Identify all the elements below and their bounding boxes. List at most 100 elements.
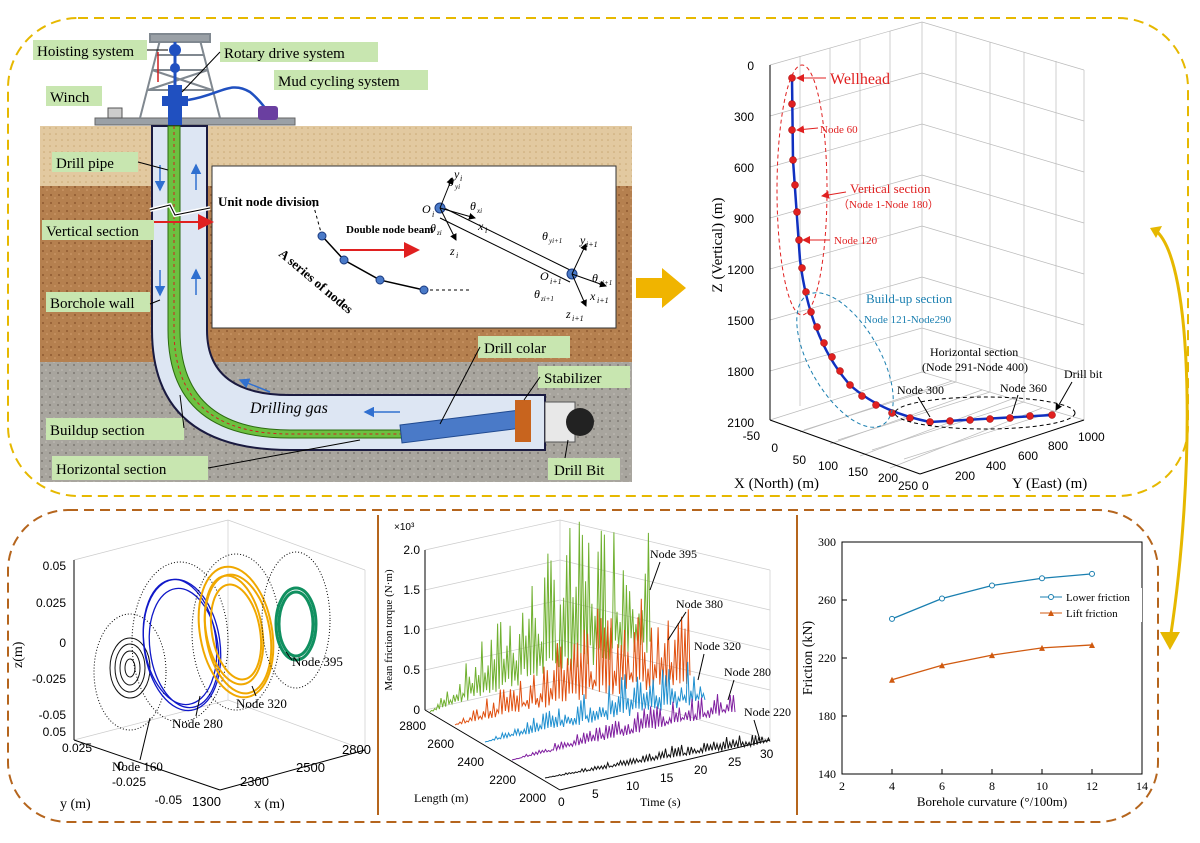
friction-x-tick: 6	[939, 779, 945, 793]
trajectory-line	[790, 77, 1053, 424]
orbit-node-label-280: Node 280	[172, 716, 223, 731]
time-tick: 30	[760, 747, 774, 761]
drill-bit-annot: Drill bit	[1064, 367, 1103, 381]
x-tick: 0	[771, 441, 778, 455]
time-tick: 10	[626, 779, 640, 793]
svg-text:θ: θ	[430, 221, 436, 235]
time-tick: 20	[694, 763, 708, 777]
x-axis-label: X (North) (m)	[734, 476, 819, 492]
hoisting-system-label: Hoisting system	[37, 44, 134, 60]
node360-label: Node 360	[1000, 381, 1047, 395]
orbit-z-tick: 0	[59, 636, 66, 650]
friction-point	[889, 615, 895, 622]
svg-text:O: O	[540, 269, 549, 283]
friction-legend: Lower friction Lift friction	[1036, 588, 1142, 622]
drill-colar-label: Drill colar	[484, 341, 546, 357]
y-tick: 200	[955, 469, 975, 483]
node120-label: Node 120	[834, 235, 878, 247]
orbit-boundary-395	[261, 551, 331, 689]
legend-circle-marker	[1048, 594, 1054, 600]
time-tick: 25	[728, 755, 742, 769]
svg-text:i: i	[460, 174, 462, 183]
friction-chart: 140 180 220 260 300 2 4 6 8 10 12 14 Friction (kN)…	[801, 535, 1148, 809]
friction-point	[1039, 575, 1045, 582]
torque-series-node280	[511, 694, 736, 761]
z-tick: 1500	[727, 314, 754, 328]
friction-y-tick: 180	[818, 709, 836, 723]
friction-point	[1089, 570, 1095, 577]
friction-point	[1089, 641, 1095, 648]
time-axis-label: Time (s)	[640, 795, 681, 809]
orbit-node320	[197, 565, 275, 699]
z-tick: 1800	[727, 365, 754, 379]
friction-y-axis-label: Friction (kN)	[801, 621, 816, 696]
orbit-z-tick: -0.025	[32, 672, 66, 686]
svg-text:zi: zi	[436, 229, 442, 237]
friction-x-axis-label: Borehole curvature (°/100m)	[917, 794, 1067, 809]
torque-series-node220	[544, 735, 771, 779]
orbit-boundary-160	[93, 613, 167, 731]
friction-point	[939, 662, 945, 669]
torque-series-node395	[429, 521, 651, 713]
z-tick: 2100	[727, 416, 754, 430]
svg-text:zi+1: zi+1	[540, 295, 554, 303]
friction-x-tick: 12	[1086, 779, 1098, 793]
length-tick: 2000	[519, 791, 546, 805]
svg-text:z: z	[565, 307, 571, 321]
vertical-section-ellipse	[776, 64, 828, 316]
drilling-schematic: Drilling gas Hoisting system Rotary driv…	[33, 33, 632, 482]
orbit-plot: 0.05 0.025 0 -0.025 -0.05 z(m) 0.05 0.02…	[11, 519, 371, 812]
borehole-wall-label: Borchole wall	[50, 296, 135, 312]
orbit-node-label-160: Node 160	[112, 759, 163, 774]
orbit-y-tick: -0.025	[112, 775, 146, 789]
torque-node-label-280: Node 280	[724, 665, 771, 679]
torque-node-label-220: Node 220	[744, 705, 791, 719]
x-tick: 200	[878, 471, 898, 485]
svg-text:θ: θ	[592, 271, 598, 285]
y-tick: 1000	[1078, 430, 1105, 444]
stabilizer	[515, 400, 531, 442]
orbit-x-tick: 2500	[296, 760, 325, 775]
orbit-x-tick: 1300	[192, 794, 221, 809]
svg-text:i: i	[456, 251, 458, 260]
orbit-node-label-395: Node 395	[292, 654, 343, 669]
svg-text:i: i	[432, 210, 434, 219]
svg-text:y: y	[579, 233, 586, 247]
double-node-beam-label: Double node beam	[346, 224, 433, 236]
buildup-range-annot: Node 121-Node290	[864, 314, 952, 326]
friction-x-tick: 10	[1036, 779, 1048, 793]
time-tick: 5	[592, 787, 599, 801]
stabilizer-label: Stabilizer	[544, 371, 601, 387]
friction-x-tick: 8	[989, 779, 995, 793]
buildup-section-label: Buildup section	[50, 423, 145, 439]
z-tick: 600	[734, 161, 754, 175]
orbit-y-tick: 0	[117, 759, 124, 773]
svg-text:i: i	[485, 226, 487, 235]
horizontal-section-ellipse	[894, 396, 1076, 430]
length-tick: 2200	[489, 773, 516, 787]
svg-text:z: z	[449, 244, 455, 258]
horizontal-section-annot: Horizontal section	[930, 345, 1018, 359]
drill-pipe-label: Drill pipe	[56, 156, 114, 172]
friction-y-tick: 260	[818, 593, 836, 607]
winch-label: Winch	[50, 90, 90, 106]
orbit-x-label: x (m)	[254, 797, 285, 812]
torque-y-tick: 2.0	[403, 543, 420, 557]
orbit-z-label: z(m)	[11, 641, 26, 668]
y-tick: 600	[1018, 449, 1038, 463]
torque-y-tick: 1.0	[403, 623, 420, 637]
orbit-y-tick: 0.05	[43, 725, 67, 739]
top-panel-border	[7, 17, 1189, 497]
friction-y-tick: 140	[818, 767, 836, 781]
mud-cycling-label: Mud cycling system	[278, 74, 400, 90]
friction-point	[939, 595, 945, 602]
svg-text:yi: yi	[454, 183, 460, 191]
drilling-gas-label: Drilling gas	[249, 400, 328, 417]
node60-label: Node 60	[820, 124, 858, 136]
torque-exponent: ×10³	[394, 522, 415, 533]
svg-text:i+1: i+1	[597, 296, 609, 305]
z-tick: 300	[734, 110, 754, 124]
friction-point	[889, 676, 895, 683]
friction-y-tick: 300	[818, 535, 836, 549]
orbit-y-label: y (m)	[60, 797, 91, 812]
